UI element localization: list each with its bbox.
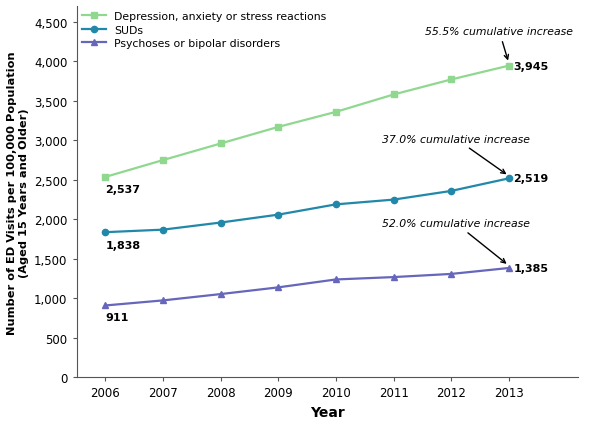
Text: 1,385: 1,385	[514, 263, 549, 273]
SUDs	[332, 202, 339, 207]
Psychoses or bipolar disorders	[390, 275, 397, 280]
Psychoses or bipolar disorders	[217, 292, 224, 297]
Psychoses or bipolar disorders	[332, 277, 339, 282]
SUDs	[160, 227, 167, 233]
SUDs	[102, 230, 109, 235]
Legend: Depression, anxiety or stress reactions, SUDs, Psychoses or bipolar disorders: Depression, anxiety or stress reactions,…	[82, 12, 327, 49]
Text: 2,519: 2,519	[514, 174, 549, 184]
Psychoses or bipolar disorders	[275, 285, 282, 290]
SUDs	[390, 198, 397, 203]
Depression, anxiety or stress reactions	[448, 78, 455, 83]
Psychoses or bipolar disorders	[448, 272, 455, 277]
Text: 3,945: 3,945	[514, 61, 549, 72]
SUDs	[505, 176, 512, 181]
SUDs	[448, 189, 455, 194]
Depression, anxiety or stress reactions	[160, 158, 167, 163]
SUDs	[217, 221, 224, 226]
Psychoses or bipolar disorders	[102, 303, 109, 308]
Text: 52.0% cumulative increase: 52.0% cumulative increase	[382, 219, 530, 263]
Text: 1,838: 1,838	[106, 240, 141, 250]
Depression, anxiety or stress reactions	[390, 93, 397, 98]
Psychoses or bipolar disorders	[505, 266, 512, 271]
Depression, anxiety or stress reactions	[102, 175, 109, 180]
Line: Depression, anxiety or stress reactions: Depression, anxiety or stress reactions	[103, 64, 512, 180]
Text: 37.0% cumulative increase: 37.0% cumulative increase	[382, 135, 530, 174]
Depression, anxiety or stress reactions	[332, 110, 339, 115]
Line: Psychoses or bipolar disorders: Psychoses or bipolar disorders	[102, 265, 512, 309]
Depression, anxiety or stress reactions	[505, 64, 512, 69]
Psychoses or bipolar disorders	[160, 298, 167, 303]
Line: SUDs: SUDs	[102, 176, 512, 236]
Depression, anxiety or stress reactions	[217, 141, 224, 147]
Y-axis label: Number of ED Visits per 100,000 Population
(Aged 15 Years and Older): Number of ED Visits per 100,000 Populati…	[7, 51, 28, 334]
SUDs	[275, 213, 282, 218]
Depression, anxiety or stress reactions	[275, 125, 282, 130]
X-axis label: Year: Year	[310, 405, 345, 419]
Text: 55.5% cumulative increase: 55.5% cumulative increase	[425, 27, 573, 60]
Text: 2,537: 2,537	[106, 185, 141, 195]
Text: 911: 911	[106, 312, 129, 322]
